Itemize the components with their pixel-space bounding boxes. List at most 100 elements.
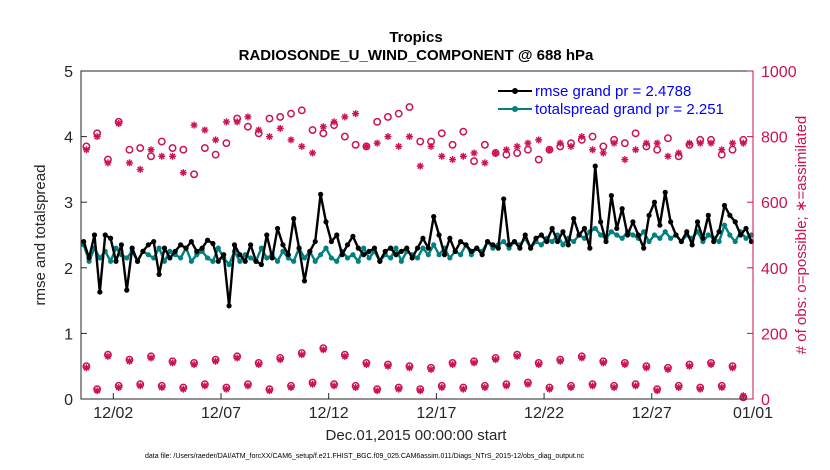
rmse-point <box>328 238 334 245</box>
obs-assimilated-point <box>653 139 661 147</box>
asterisk-stroke <box>180 386 187 393</box>
y-axis-left-label: rmse and totalspread <box>32 165 49 306</box>
obs-assimilated-point <box>492 356 500 364</box>
rmse-point <box>248 242 254 248</box>
obs-assimilated-point <box>642 139 650 147</box>
obs-assimilated-point <box>589 146 597 154</box>
obs-assimilated-point <box>502 382 510 390</box>
obs-assimilated-point <box>362 142 370 150</box>
asterisk-stroke <box>428 143 434 150</box>
rmse-point <box>204 237 211 243</box>
obs-assimilated-point <box>405 133 413 141</box>
asterisk-stroke <box>137 166 144 173</box>
obs-assimilated-point <box>459 152 467 160</box>
x-axis: 12/02 12/07 12/12 12/17 12/22 12/27 01/01 <box>93 393 773 422</box>
asterisk-stroke <box>223 386 230 393</box>
asterisk-stroke <box>94 387 101 394</box>
asterisk-stroke <box>514 353 521 360</box>
rmse-point <box>172 248 178 254</box>
rmse-point <box>727 212 733 218</box>
rmse-point <box>134 258 141 264</box>
totalspread-point <box>393 245 399 251</box>
totalspread-point <box>646 238 652 245</box>
obs-possible-point <box>394 109 403 118</box>
rmse-point <box>651 199 658 205</box>
totalspread-point <box>210 258 216 264</box>
obs-assimilated-point <box>513 142 521 150</box>
asterisk-stroke <box>568 384 574 391</box>
obs-assimilated-point <box>255 361 263 369</box>
totalspread-point <box>598 232 604 238</box>
rmse-point <box>522 232 528 238</box>
obs-assimilated-point <box>384 362 392 370</box>
asterisk-stroke <box>438 384 445 391</box>
asterisk-stroke <box>471 359 478 366</box>
totalspread-point <box>355 258 361 264</box>
asterisk-stroke <box>277 125 284 132</box>
rmse-point <box>188 238 194 245</box>
obs-assimilated-point <box>265 387 273 395</box>
rmse-point <box>124 287 130 293</box>
obs-possible-point <box>125 145 134 154</box>
obs-assimilated-point <box>104 352 112 360</box>
rmse-point <box>183 245 189 251</box>
asterisk-stroke <box>535 136 542 143</box>
obs-assimilated-point <box>653 387 661 395</box>
obs-assimilated-point <box>395 385 403 393</box>
asterisk-stroke <box>729 140 736 147</box>
rmse-point <box>533 235 539 241</box>
rmse-point <box>624 232 631 238</box>
rmse-point <box>269 255 275 261</box>
obs-assimilated-point <box>567 384 575 392</box>
obs-possible-point <box>265 114 274 123</box>
totalspread-point <box>188 258 194 264</box>
asterisk-stroke <box>664 153 671 160</box>
rmse-point <box>743 225 749 232</box>
obs-possible-point <box>211 150 220 159</box>
rmse-point <box>560 229 566 235</box>
rmse-point <box>549 225 555 232</box>
rmse-point <box>705 212 711 218</box>
totalspread-point <box>113 245 119 251</box>
obs-assimilated-point <box>82 146 90 154</box>
obs-assimilated-point <box>319 346 327 354</box>
obs-assimilated-point <box>599 149 607 157</box>
asterisk-stroke <box>535 361 542 368</box>
obs-assimilated-point <box>136 165 144 173</box>
totalspread-point <box>716 238 722 245</box>
rmse-point <box>501 196 507 202</box>
totalspread-point <box>97 255 103 261</box>
obs-assimilated-point <box>158 384 166 392</box>
rmse-point <box>420 235 426 241</box>
rmse-point <box>86 255 92 261</box>
obs-assimilated-point <box>718 146 726 154</box>
rmse-point <box>280 242 286 248</box>
obs-assimilated-point <box>147 354 155 362</box>
asterisk-stroke <box>298 351 305 358</box>
rmse-point <box>452 248 458 254</box>
rmse-point <box>587 245 593 251</box>
rmse-point <box>258 261 264 268</box>
rmse-point <box>511 238 518 245</box>
rmse-point <box>414 245 421 251</box>
asterisk-stroke <box>697 386 704 393</box>
asterisk-stroke <box>546 386 553 393</box>
totalspread-point <box>420 245 426 251</box>
rmse-point <box>436 232 442 238</box>
rmse-point <box>506 242 512 248</box>
asterisk-stroke <box>686 140 693 147</box>
obs-possible-point <box>179 145 188 154</box>
obs-possible-point <box>157 137 166 146</box>
obs-assimilated-point <box>319 123 327 131</box>
obs-assimilated-point <box>513 352 521 360</box>
rmse-point <box>221 252 227 258</box>
obs-assimilated-point <box>427 142 435 150</box>
rmse-point <box>178 242 184 248</box>
x-tick-label: 12/22 <box>524 405 564 422</box>
rmse-point <box>447 235 453 241</box>
series-layer <box>81 103 754 402</box>
y-left-tick-label: 5 <box>64 64 73 81</box>
rmse-point <box>565 242 571 248</box>
totalspread-point <box>549 238 555 245</box>
asterisk-stroke <box>288 136 294 143</box>
